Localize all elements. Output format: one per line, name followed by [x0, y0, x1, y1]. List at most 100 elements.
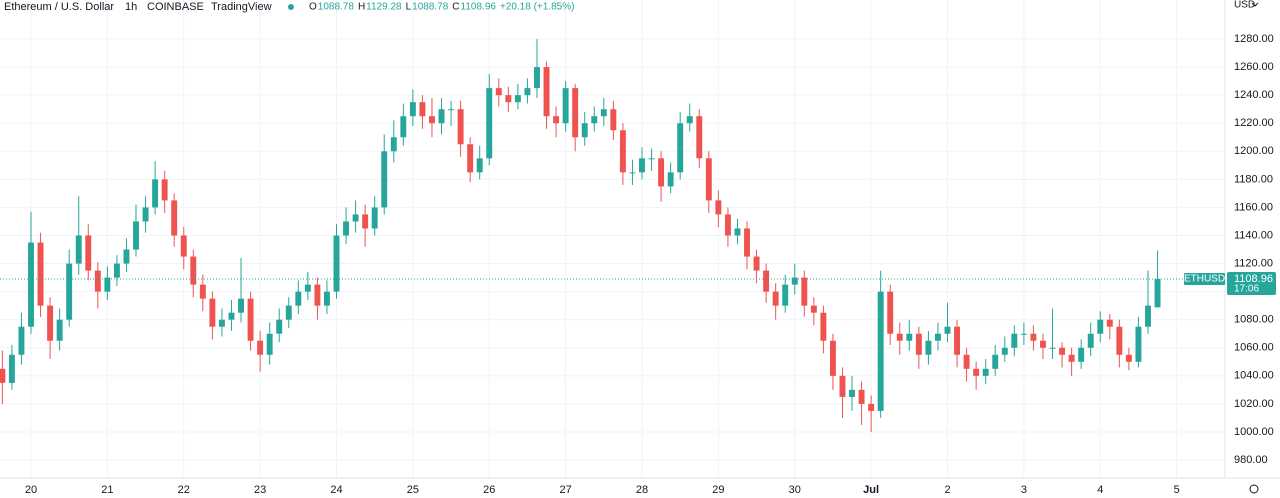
candle-body [104, 277, 111, 292]
candle-body [1116, 326, 1123, 355]
x-tick-label: 5 [1174, 484, 1180, 496]
candle-body [199, 284, 206, 299]
candle-body [648, 158, 655, 160]
candle-body [390, 137, 397, 152]
y-tick-label: 1200.00 [1234, 145, 1274, 157]
candle-body [581, 123, 588, 138]
candle-body [591, 116, 598, 124]
candle-body [238, 298, 244, 313]
candle-body [429, 116, 435, 124]
candle-body [37, 242, 44, 306]
candle-body [1030, 333, 1037, 341]
candle-body [868, 403, 875, 411]
candle-body [28, 242, 34, 327]
currency-caret[interactable] [1251, 2, 1259, 7]
candle-body [457, 109, 464, 145]
x-tick-label: 26 [483, 484, 495, 496]
candle-body [896, 333, 903, 341]
candle-body [658, 158, 665, 187]
candle-body [228, 312, 235, 320]
candle-body [877, 291, 884, 411]
candle-body [323, 291, 330, 306]
candle-body [113, 263, 120, 278]
candle-body [133, 221, 139, 250]
candle-body [600, 109, 607, 117]
candle-body [1020, 333, 1027, 335]
candle-body [467, 144, 474, 173]
plot [0, 39, 1161, 432]
candle-body [314, 284, 321, 306]
candle-body [352, 214, 359, 222]
candle-body [849, 389, 855, 397]
candle-body [753, 256, 760, 271]
x-tick-label: 28 [636, 484, 648, 496]
y-tick-label: 1280.00 [1234, 33, 1274, 45]
candle-body [257, 340, 264, 355]
candle-body [190, 256, 197, 285]
candle-body [514, 95, 521, 103]
candle-body [1145, 305, 1151, 327]
y-tick-label: 1240.00 [1234, 89, 1274, 101]
candle-body [276, 319, 283, 334]
ohlc-letter: O [309, 2, 317, 13]
candle-body [8, 354, 15, 383]
y-tick-label: 1120.00 [1234, 257, 1273, 269]
candle-body [1078, 347, 1085, 362]
y-tick-label: 1160.00 [1234, 201, 1273, 213]
x-tick-label: 3 [1021, 484, 1027, 496]
candle-body [152, 179, 159, 208]
x-tick-label: 4 [1097, 484, 1103, 496]
x-tick-label: 22 [178, 484, 190, 496]
candle-body [56, 319, 63, 341]
ohlc-letter: C [452, 2, 459, 13]
candle-body [343, 221, 350, 236]
ticker: ETHUSD [1184, 274, 1225, 285]
candle-body [400, 116, 407, 138]
candle-body [1011, 333, 1018, 348]
candle-body [333, 235, 340, 292]
candle-body [476, 158, 483, 173]
x-tick-label: 29 [712, 484, 724, 496]
candle-body [791, 277, 798, 285]
change: +20.18 (+1.85%) [500, 2, 575, 13]
candle-body [677, 123, 684, 173]
candle-body [448, 109, 455, 111]
candle-body [925, 340, 932, 355]
settings-icon[interactable] [1249, 484, 1259, 494]
candle-body [858, 389, 865, 404]
candle-body [944, 326, 951, 334]
currency[interactable]: USD [1234, 0, 1255, 11]
candle-body [639, 158, 645, 173]
candle-body [1087, 333, 1094, 348]
candle-body [572, 88, 579, 138]
exchange: COINBASE [147, 1, 204, 13]
candle-body [801, 277, 808, 306]
candle-body [266, 333, 273, 355]
ohlc-legend: O 1088.78 H 1129.28 L 1088.78 C 1108.96 +20.18 (… [309, 2, 574, 13]
y-tick-label: 1140.00 [1234, 229, 1273, 241]
ohlc-letter: L [406, 2, 412, 13]
price-tag [1227, 272, 1276, 296]
x-tick-label: 24 [330, 484, 342, 496]
candle-body [1125, 354, 1132, 362]
candle-body [744, 228, 750, 257]
price-tag-value: 1108.96 [1234, 273, 1273, 285]
candle-body [524, 88, 531, 96]
candle-body [686, 116, 693, 124]
candle-body [734, 228, 741, 236]
candle-body [304, 284, 311, 292]
candle-body [562, 88, 569, 124]
candle-body [696, 116, 703, 159]
header: Ethereum / U.S. Dollar 1h COINBASE Tradi… [4, 1, 574, 13]
candle-body [142, 207, 149, 222]
candle-body [505, 95, 512, 103]
candle-body [1040, 340, 1046, 348]
countdown: 17:06 [1234, 284, 1259, 295]
candle-body [75, 235, 82, 264]
candle-body [161, 179, 168, 201]
candle-body [1154, 279, 1161, 308]
candle-body [1059, 347, 1066, 355]
y-tick-label: 1020.00 [1234, 398, 1274, 410]
candle-body [94, 270, 101, 292]
